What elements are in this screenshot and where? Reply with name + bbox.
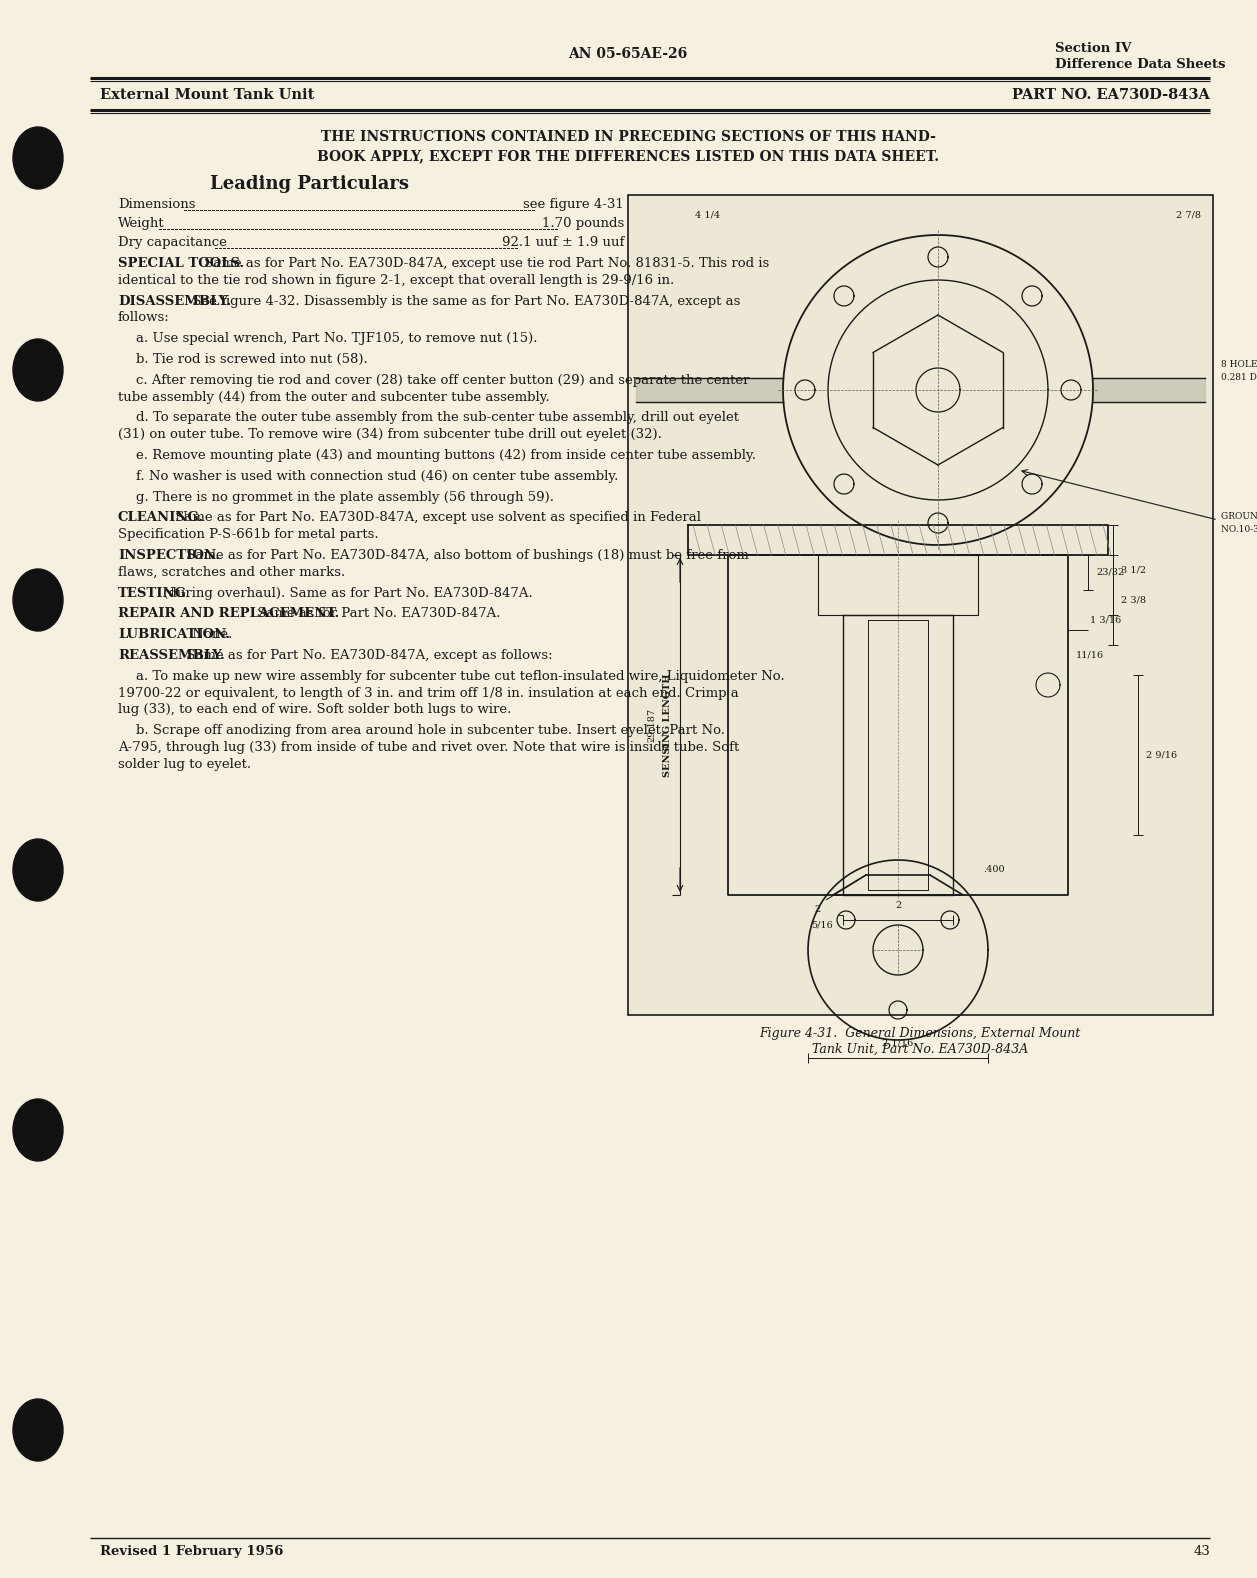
Text: Leading Particulars: Leading Particulars: [210, 175, 410, 193]
Text: Specification P-S-661b for metal parts.: Specification P-S-661b for metal parts.: [118, 529, 378, 541]
Text: SPECIAL TOOLS.: SPECIAL TOOLS.: [118, 257, 244, 270]
Text: e. Remove mounting plate (43) and mounting buttons (42) from inside center tube : e. Remove mounting plate (43) and mounti…: [136, 450, 755, 462]
Text: 2 9/16: 2 9/16: [1146, 751, 1177, 759]
Text: Figure 4-31.  General Dimensions, External Mount: Figure 4-31. General Dimensions, Externa…: [759, 1027, 1081, 1040]
Text: A-795, through lug (33) from inside of tube and rivet over. Note that wire is in: A-795, through lug (33) from inside of t…: [118, 742, 739, 754]
Text: 5/16: 5/16: [811, 920, 833, 929]
Text: REASSEMBLY.: REASSEMBLY.: [118, 649, 225, 663]
Text: External Mount Tank Unit: External Mount Tank Unit: [101, 88, 314, 103]
Ellipse shape: [13, 1400, 63, 1461]
Text: Same as for Part No. EA730D-847A, except use tie rod Part No. 81831-5. This rod : Same as for Part No. EA730D-847A, except…: [200, 257, 769, 270]
Text: REPAIR AND REPLACEMENT.: REPAIR AND REPLACEMENT.: [118, 608, 339, 620]
Text: 2 1/16: 2 1/16: [882, 1038, 914, 1048]
Text: 2 7/8: 2 7/8: [1175, 210, 1200, 219]
Text: (during overhaul). Same as for Part No. EA730D-847A.: (during overhaul). Same as for Part No. …: [158, 587, 533, 600]
Text: lug (33), to each end of wire. Soft solder both lugs to wire.: lug (33), to each end of wire. Soft sold…: [118, 704, 512, 716]
Text: 3 1/2: 3 1/2: [1121, 565, 1146, 574]
Text: b. Scrape off anodizing from area around hole in subcenter tube. Insert eyelet, : b. Scrape off anodizing from area around…: [136, 724, 725, 737]
Text: SENSING LENGTH: SENSING LENGTH: [664, 674, 672, 776]
Ellipse shape: [13, 339, 63, 401]
Text: Revised 1 February 1956: Revised 1 February 1956: [101, 1545, 283, 1557]
Text: .400: .400: [983, 865, 1004, 874]
Text: (31) on outer tube. To remove wire (34) from subcenter tube drill out eyelet (32: (31) on outer tube. To remove wire (34) …: [118, 428, 662, 442]
Text: 2: 2: [815, 906, 821, 914]
Text: 8 HOLES: 8 HOLES: [1221, 360, 1257, 369]
Text: AN 05-65AE-26: AN 05-65AE-26: [568, 47, 688, 62]
Text: TESTING: TESTING: [118, 587, 187, 600]
Text: PART NO. EA730D-843A: PART NO. EA730D-843A: [1012, 88, 1210, 103]
Text: a. To make up new wire assembly for subcenter tube cut teflon-insulated wire, Li: a. To make up new wire assembly for subc…: [136, 669, 784, 683]
Text: LUBRICATION.: LUBRICATION.: [118, 628, 230, 641]
Text: 2 3/8: 2 3/8: [1121, 595, 1146, 604]
Text: a. Use special wrench, Part No. TJF105, to remove nut (15).: a. Use special wrench, Part No. TJF105, …: [136, 333, 538, 346]
Text: Difference Data Sheets: Difference Data Sheets: [1055, 58, 1226, 71]
Text: BOOK APPLY, EXCEPT FOR THE DIFFERENCES LISTED ON THIS DATA SHEET.: BOOK APPLY, EXCEPT FOR THE DIFFERENCES L…: [317, 148, 939, 163]
Text: 23/32: 23/32: [1096, 568, 1124, 576]
Text: solder lug to eyelet.: solder lug to eyelet.: [118, 757, 251, 770]
Text: c. After removing tie rod and cover (28) take off center button (29) and separat: c. After removing tie rod and cover (28)…: [136, 374, 749, 387]
Text: DISASSEMBLY.: DISASSEMBLY.: [118, 295, 231, 308]
Text: THE INSTRUCTIONS CONTAINED IN PRECEDING SECTIONS OF THIS HAND-: THE INSTRUCTIONS CONTAINED IN PRECEDING …: [321, 129, 935, 144]
Text: 4 1/4: 4 1/4: [695, 210, 720, 219]
Text: 43: 43: [1193, 1545, 1210, 1557]
Text: see figure 4-31: see figure 4-31: [523, 197, 623, 211]
Text: INSPECTION.: INSPECTION.: [118, 549, 220, 562]
Text: See figure 4-32. Disassembly is the same as for Part No. EA730D-847A, except as: See figure 4-32. Disassembly is the same…: [189, 295, 740, 308]
Text: 0.281 DIA: 0.281 DIA: [1221, 372, 1257, 382]
Text: 19700-22 or equivalent, to length of 3 in. and trim off 1/8 in. insulation at ea: 19700-22 or equivalent, to length of 3 i…: [118, 686, 739, 699]
Text: 92.1 uuf ± 1.9 uuf: 92.1 uuf ± 1.9 uuf: [502, 237, 623, 249]
Text: 2: 2: [895, 901, 901, 911]
Text: Same as for Part No. EA730D-847A, except as follows:: Same as for Part No. EA730D-847A, except…: [182, 649, 553, 663]
Text: NO.10-32 THDS: NO.10-32 THDS: [1221, 525, 1257, 533]
Text: Tank Unit, Part No. EA730D-843A: Tank Unit, Part No. EA730D-843A: [812, 1043, 1028, 1056]
Text: g. There is no grommet in the plate assembly (56 through 59).: g. There is no grommet in the plate asse…: [136, 491, 554, 503]
Ellipse shape: [13, 126, 63, 189]
Text: 11/16: 11/16: [1076, 650, 1104, 660]
Text: 29.187: 29.187: [647, 709, 656, 742]
Text: None.: None.: [189, 628, 233, 641]
Text: f. No washer is used with connection stud (46) on center tube assembly.: f. No washer is used with connection stu…: [136, 470, 618, 483]
Ellipse shape: [13, 839, 63, 901]
Text: tube assembly (44) from the outer and subcenter tube assembly.: tube assembly (44) from the outer and su…: [118, 391, 549, 404]
Text: 1 3/16: 1 3/16: [1090, 615, 1121, 623]
Text: GROUND SCREW: GROUND SCREW: [1221, 511, 1257, 521]
Text: follows:: follows:: [118, 311, 170, 325]
Text: Dry capacitance: Dry capacitance: [118, 237, 226, 249]
Text: Section IV: Section IV: [1055, 43, 1131, 55]
Text: identical to the tie rod shown in figure 2-1, except that overall length is 29-9: identical to the tie rod shown in figure…: [118, 275, 674, 287]
Ellipse shape: [13, 570, 63, 631]
Bar: [628, 196, 1213, 1015]
Text: d. To separate the outer tube assembly from the sub-center tube assembly, drill : d. To separate the outer tube assembly f…: [136, 412, 739, 424]
Ellipse shape: [13, 1098, 63, 1161]
Text: CLEANING.: CLEANING.: [118, 511, 204, 524]
Text: Same as for Part No. EA730D-847A, also bottom of bushings (18) must be free from: Same as for Part No. EA730D-847A, also b…: [182, 549, 749, 562]
Text: flaws, scratches and other marks.: flaws, scratches and other marks.: [118, 567, 346, 579]
Text: Same as for Part No. EA730D-847A, except use solvent as specified in Federal: Same as for Part No. EA730D-847A, except…: [171, 511, 700, 524]
Text: Dimensions: Dimensions: [118, 197, 196, 211]
Text: Same as for Part No. EA730D-847A.: Same as for Part No. EA730D-847A.: [253, 608, 500, 620]
Text: Weight: Weight: [118, 218, 165, 230]
Text: b. Tie rod is screwed into nut (58).: b. Tie rod is screwed into nut (58).: [136, 353, 368, 366]
Text: 1.70 pounds: 1.70 pounds: [542, 218, 623, 230]
